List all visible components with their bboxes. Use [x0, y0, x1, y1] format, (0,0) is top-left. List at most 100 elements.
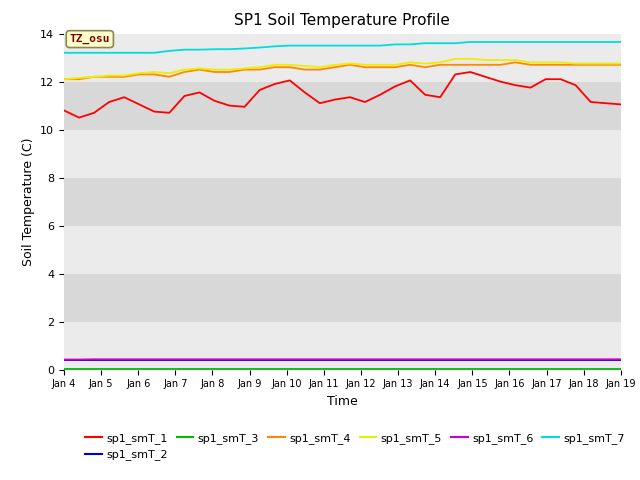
- sp1_smT_4: [346, 62, 354, 68]
- sp1_smT_4: [436, 62, 444, 68]
- sp1_smT_6: [617, 356, 625, 362]
- sp1_smT_5: [316, 64, 324, 70]
- sp1_smT_4: [617, 62, 625, 68]
- sp1_smT_4: [76, 76, 83, 82]
- sp1_smT_3: [511, 366, 519, 372]
- sp1_smT_5: [451, 56, 459, 62]
- sp1_smT_6: [316, 356, 324, 362]
- sp1_smT_1: [451, 72, 459, 77]
- sp1_smT_4: [527, 62, 534, 68]
- sp1_smT_1: [120, 94, 128, 100]
- sp1_smT_4: [256, 67, 264, 72]
- sp1_smT_7: [557, 39, 564, 45]
- sp1_smT_7: [106, 50, 113, 56]
- sp1_smT_5: [106, 72, 113, 78]
- sp1_smT_4: [421, 64, 429, 70]
- sp1_smT_2: [136, 358, 143, 363]
- sp1_smT_6: [271, 356, 278, 362]
- sp1_smT_7: [271, 43, 278, 49]
- sp1_smT_3: [376, 366, 384, 372]
- sp1_smT_6: [527, 356, 534, 362]
- sp1_smT_6: [541, 356, 549, 362]
- sp1_smT_1: [166, 110, 173, 116]
- sp1_smT_3: [497, 366, 504, 372]
- sp1_smT_1: [527, 84, 534, 90]
- sp1_smT_4: [241, 67, 248, 72]
- sp1_smT_2: [256, 358, 264, 363]
- sp1_smT_7: [180, 47, 188, 52]
- sp1_smT_2: [331, 358, 339, 363]
- sp1_smT_3: [226, 366, 234, 372]
- sp1_smT_6: [406, 356, 414, 362]
- sp1_smT_4: [511, 60, 519, 65]
- sp1_smT_4: [481, 62, 489, 68]
- sp1_smT_2: [241, 358, 248, 363]
- sp1_smT_3: [241, 366, 248, 372]
- sp1_smT_6: [60, 357, 68, 362]
- sp1_smT_6: [196, 356, 204, 362]
- sp1_smT_2: [541, 358, 549, 363]
- sp1_smT_6: [166, 356, 173, 362]
- sp1_smT_5: [406, 60, 414, 65]
- sp1_smT_4: [361, 64, 369, 70]
- sp1_smT_1: [617, 101, 625, 107]
- sp1_smT_5: [150, 69, 158, 75]
- sp1_smT_2: [316, 358, 324, 363]
- sp1_smT_3: [106, 366, 113, 372]
- sp1_smT_1: [241, 104, 248, 110]
- sp1_smT_1: [391, 84, 399, 89]
- sp1_smT_7: [451, 40, 459, 46]
- sp1_smT_6: [256, 356, 264, 362]
- sp1_smT_4: [602, 62, 609, 68]
- sp1_smT_1: [557, 76, 564, 82]
- sp1_smT_2: [361, 358, 369, 363]
- sp1_smT_6: [106, 356, 113, 362]
- sp1_smT_1: [76, 115, 83, 120]
- Bar: [64, 226, 621, 274]
- sp1_smT_2: [120, 358, 128, 363]
- sp1_smT_7: [226, 47, 234, 52]
- sp1_smT_4: [572, 62, 579, 68]
- sp1_smT_3: [301, 366, 308, 372]
- Bar: [64, 322, 621, 370]
- sp1_smT_2: [511, 358, 519, 363]
- sp1_smT_1: [286, 77, 294, 84]
- sp1_smT_4: [166, 74, 173, 80]
- sp1_smT_3: [557, 366, 564, 372]
- sp1_smT_7: [136, 50, 143, 56]
- sp1_smT_5: [376, 62, 384, 68]
- sp1_smT_2: [150, 358, 158, 363]
- sp1_smT_3: [481, 366, 489, 372]
- sp1_smT_5: [76, 75, 83, 81]
- sp1_smT_3: [572, 366, 579, 372]
- sp1_smT_5: [436, 60, 444, 65]
- sp1_smT_6: [76, 357, 83, 362]
- sp1_smT_6: [361, 356, 369, 362]
- sp1_smT_4: [286, 64, 294, 70]
- sp1_smT_7: [361, 43, 369, 48]
- sp1_smT_7: [166, 48, 173, 54]
- sp1_smT_3: [527, 366, 534, 372]
- sp1_smT_1: [346, 94, 354, 100]
- sp1_smT_7: [587, 39, 595, 45]
- sp1_smT_7: [467, 39, 474, 45]
- sp1_smT_6: [391, 356, 399, 362]
- sp1_smT_5: [481, 57, 489, 63]
- sp1_smT_3: [331, 366, 339, 372]
- sp1_smT_1: [406, 77, 414, 84]
- sp1_smT_6: [120, 356, 128, 362]
- sp1_smT_1: [271, 81, 278, 87]
- sp1_smT_4: [196, 67, 204, 72]
- sp1_smT_7: [316, 43, 324, 48]
- sp1_smT_6: [226, 356, 234, 362]
- sp1_smT_5: [541, 60, 549, 65]
- sp1_smT_2: [166, 358, 173, 363]
- sp1_smT_2: [602, 358, 609, 363]
- sp1_smT_1: [150, 108, 158, 114]
- sp1_smT_5: [226, 67, 234, 72]
- sp1_smT_2: [527, 358, 534, 363]
- sp1_smT_7: [421, 40, 429, 46]
- sp1_smT_7: [391, 41, 399, 47]
- sp1_smT_1: [361, 99, 369, 105]
- sp1_smT_5: [136, 70, 143, 76]
